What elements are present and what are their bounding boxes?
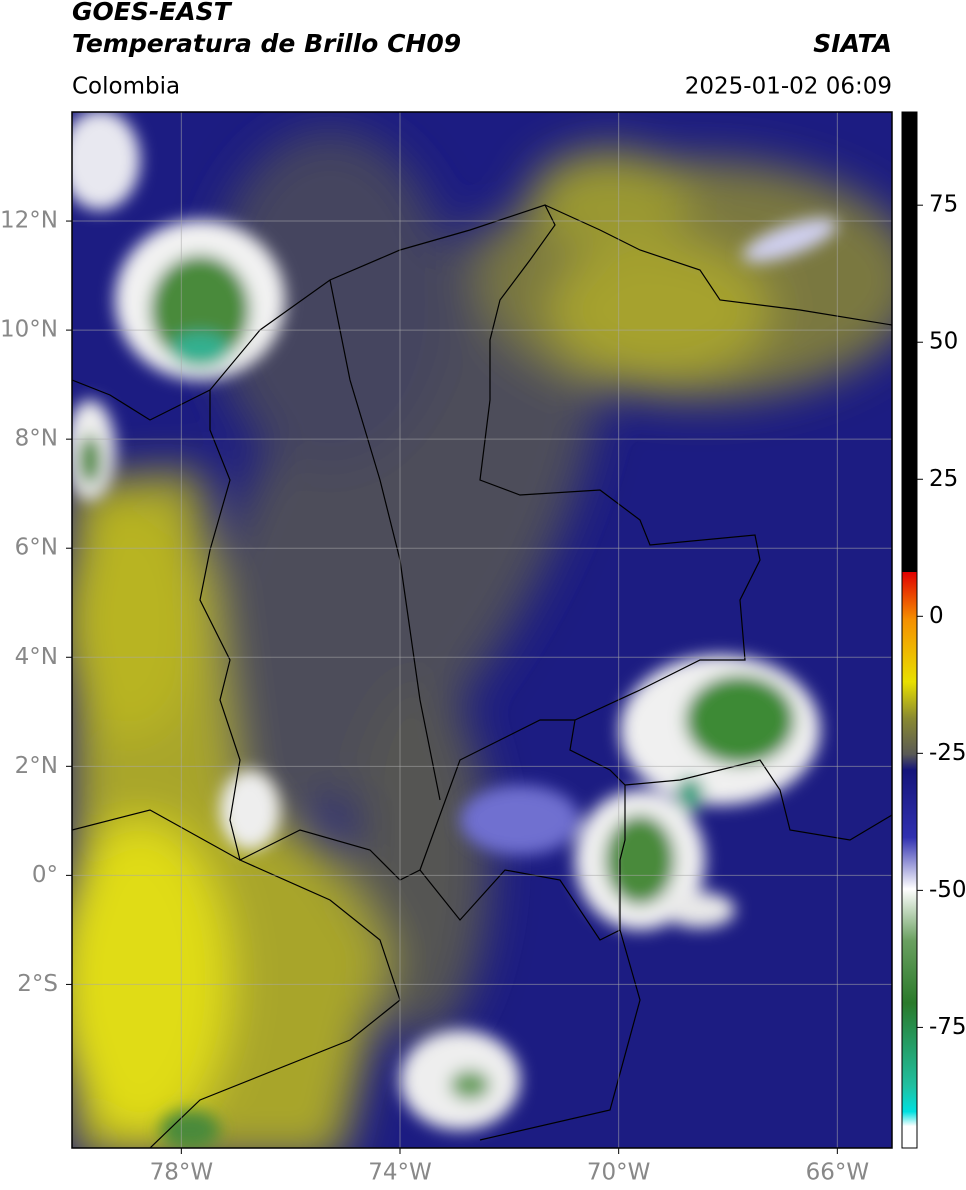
x-tick-label: 66°W xyxy=(806,1160,870,1186)
x-tick-label: 70°W xyxy=(587,1160,651,1186)
colorbar-tick-label: -50 xyxy=(929,877,966,903)
y-tick-label: 2°S xyxy=(17,971,58,997)
datetime: 2025-01-02 06:09 xyxy=(685,74,892,100)
y-tick-label: 2°N xyxy=(15,753,58,779)
satellite-image xyxy=(72,112,892,1148)
y-tick-label: 4°N xyxy=(15,644,58,670)
colorbar-tick-label: 75 xyxy=(929,192,958,218)
y-tick-label: 12°N xyxy=(0,208,58,234)
colorbar-tick-label: 25 xyxy=(929,466,958,492)
x-tick-label: 74°W xyxy=(368,1160,432,1186)
y-tick-label: 8°N xyxy=(15,426,58,452)
colorbar xyxy=(901,111,918,1149)
y-tick-label: 0° xyxy=(32,862,58,888)
y-tick-label: 10°N xyxy=(0,317,58,343)
source: SIATA xyxy=(813,29,892,58)
title: GOES-EAST xyxy=(72,0,233,26)
y-tick-label: 6°N xyxy=(15,535,58,561)
colorbar-tick-label: 50 xyxy=(929,329,958,355)
colorbar-tick-label: 0 xyxy=(929,603,944,629)
region: Colombia xyxy=(72,74,180,100)
colorbar-tick-label: -25 xyxy=(929,740,966,766)
x-tick-label: 78°W xyxy=(150,1160,214,1186)
colorbar-tick-label: -75 xyxy=(929,1014,966,1040)
map-frame xyxy=(71,111,893,1149)
subtitle: Temperatura de Brillo CH09 xyxy=(72,29,461,58)
